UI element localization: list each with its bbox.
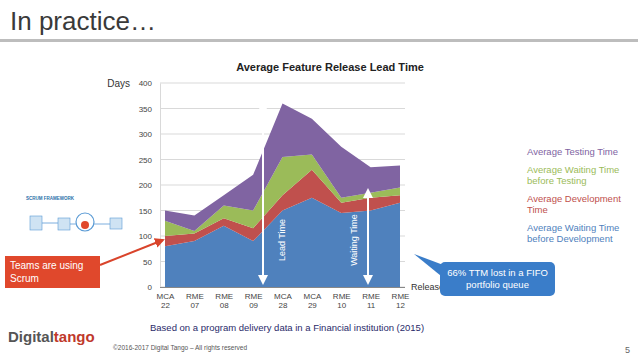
page-number: 5 bbox=[625, 345, 630, 355]
plot-area bbox=[165, 103, 400, 287]
x-tick-label-line: 12 bbox=[396, 301, 405, 310]
grid-line bbox=[160, 83, 405, 84]
x-tick-label-line: RME bbox=[245, 292, 263, 301]
x-tick: RME08 bbox=[215, 287, 233, 310]
y-tick-label: 250 bbox=[139, 156, 153, 165]
x-tick-label: RME09 bbox=[245, 292, 263, 310]
scrum-shape bbox=[42, 223, 110, 224]
y-axis: 0 50 100 150 200 250 300 350 400 bbox=[139, 79, 161, 292]
legend-entry: Average Development Time bbox=[527, 193, 631, 215]
y-tick-label: 400 bbox=[139, 79, 153, 88]
lead-time-arrow bbox=[262, 103, 264, 283]
x-tick-label-line: 07 bbox=[190, 301, 199, 310]
x-tick-label: MCA22 bbox=[157, 292, 175, 310]
x-tick-label-line: RME bbox=[362, 292, 380, 301]
y-tick: 150 bbox=[139, 207, 160, 216]
x-tick-label-line: MCA bbox=[157, 292, 175, 301]
y-tick: 250 bbox=[139, 156, 160, 165]
x-tick-label-line: MCA bbox=[274, 292, 292, 301]
x-tick-label: RME11 bbox=[362, 292, 380, 310]
x-tick-label: RME10 bbox=[333, 292, 351, 310]
scrum-image: SCRUM FRAMEWORK bbox=[26, 196, 122, 231]
x-tick: RME12 bbox=[392, 287, 410, 310]
legend-entry: Average Testing Time bbox=[527, 146, 631, 157]
waiting-time-label: Waiting Time bbox=[349, 214, 359, 266]
logo-part: tango bbox=[54, 328, 95, 345]
logo-part: Digital bbox=[8, 328, 54, 345]
x-tick: MCA29 bbox=[303, 287, 321, 310]
y-axis-line bbox=[160, 84, 161, 288]
scrum-image-label: SCRUM FRAMEWORK bbox=[26, 196, 75, 201]
scrum-shape bbox=[30, 216, 42, 230]
x-tick-label: RME08 bbox=[215, 292, 233, 310]
logo: Digitaltango bbox=[8, 328, 95, 345]
scrum-shape bbox=[58, 218, 70, 230]
x-tick-label: RME07 bbox=[186, 292, 204, 310]
x-tick-label-line: 08 bbox=[220, 301, 229, 310]
x-tick-label: RME12 bbox=[392, 292, 410, 310]
slide-title: In practice… bbox=[10, 6, 156, 36]
area-series bbox=[165, 198, 400, 287]
y-tick: 200 bbox=[139, 181, 160, 190]
header-rule bbox=[0, 39, 638, 42]
x-tick: RME09 bbox=[245, 287, 263, 310]
y-axis-title: Days bbox=[107, 78, 130, 89]
x-tick-label-line: 29 bbox=[308, 301, 317, 310]
lead-time-label: Lead Time bbox=[277, 219, 287, 261]
y-tick-label: 150 bbox=[139, 207, 153, 216]
y-tick-label: 100 bbox=[139, 232, 153, 241]
x-tick: MCA22 bbox=[157, 287, 175, 310]
chart-title: Average Feature Release Lead Time bbox=[236, 61, 424, 73]
copyright: ©2016-2017 Digital Tango – All rights re… bbox=[113, 344, 247, 352]
x-tick: MCA28 bbox=[274, 287, 292, 310]
x-tick-label-line: MCA bbox=[303, 292, 321, 301]
x-tick-label-line: 10 bbox=[337, 301, 346, 310]
x-axis-line bbox=[160, 287, 405, 288]
x-tick-label-line: 28 bbox=[279, 301, 288, 310]
scrum-shape bbox=[81, 221, 89, 229]
queue-callout: 66% TTM lost in a FIFO portfolio queue bbox=[440, 262, 555, 296]
legend-entry: Average Waiting Time before Development bbox=[527, 222, 631, 244]
scrum-callout: Teams are using Scrum bbox=[5, 256, 100, 288]
x-tick: RME11 bbox=[362, 287, 380, 310]
x-tick-label: MCA29 bbox=[303, 292, 321, 310]
x-tick-label-line: RME bbox=[215, 292, 233, 301]
x-axis: MCA22RME07RME08RME09MCA28MCA29RME10RME11… bbox=[157, 287, 410, 310]
legend-entry: Average Waiting Time before Testing bbox=[527, 164, 631, 186]
callout-arrow bbox=[100, 240, 163, 265]
x-tick: RME07 bbox=[186, 287, 204, 310]
waiting-time-arrow bbox=[367, 190, 369, 283]
y-tick: 50 bbox=[143, 258, 160, 267]
y-tick-label: 300 bbox=[139, 130, 153, 139]
scrum-shape bbox=[110, 218, 122, 229]
x-tick-label-line: RME bbox=[186, 292, 204, 301]
area-series bbox=[165, 103, 400, 230]
y-tick: 300 bbox=[139, 130, 160, 139]
y-tick-label: 350 bbox=[139, 105, 153, 114]
source-note: Based on a program delivery data in a Fi… bbox=[150, 322, 424, 333]
x-tick-label-line: 09 bbox=[249, 301, 258, 310]
y-tick-label: 0 bbox=[148, 283, 153, 292]
y-tick: 350 bbox=[139, 105, 160, 114]
x-tick-label-line: 11 bbox=[367, 301, 376, 310]
scrum-shape bbox=[76, 213, 94, 231]
legend: Average Testing Time Average Waiting Time… bbox=[527, 146, 631, 244]
y-tick-label: 200 bbox=[139, 181, 153, 190]
y-tick: 100 bbox=[139, 232, 160, 241]
grid bbox=[160, 83, 405, 287]
x-tick-label: MCA28 bbox=[274, 292, 292, 310]
y-tick-label: 50 bbox=[143, 258, 152, 267]
x-tick-label-line: RME bbox=[333, 292, 351, 301]
x-tick-label-line: RME bbox=[392, 292, 410, 301]
y-tick: 400 bbox=[139, 79, 160, 88]
x-tick-label-line: 22 bbox=[161, 301, 170, 310]
x-tick: RME10 bbox=[333, 287, 351, 310]
